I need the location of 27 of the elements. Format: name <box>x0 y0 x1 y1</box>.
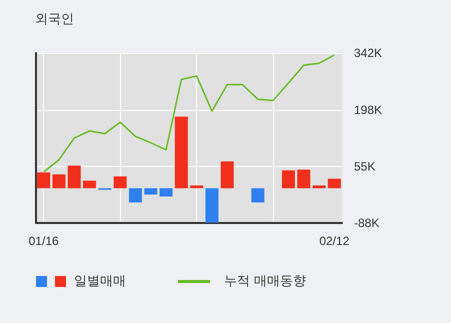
y-tick-label: 198K <box>354 102 382 117</box>
legend-label: 누적 매매동향 <box>224 273 306 290</box>
chart-title: 외국인 <box>35 12 74 27</box>
y-tick-label: 342K <box>354 46 382 60</box>
line-series <box>42 54 336 173</box>
bar <box>251 188 264 202</box>
bar <box>297 170 310 188</box>
bar <box>312 185 326 188</box>
bar <box>128 188 142 202</box>
bar <box>205 188 218 223</box>
bar <box>83 180 96 188</box>
y-tick-label: -88K <box>354 216 380 230</box>
x-tick-label: 02/12 <box>319 234 350 248</box>
bar <box>328 178 341 188</box>
bar <box>68 166 81 188</box>
bar <box>190 185 204 188</box>
bar <box>174 116 188 188</box>
x-tick-label: 01/16 <box>28 234 59 248</box>
bar <box>37 172 50 188</box>
bar <box>220 161 234 188</box>
bar <box>282 170 295 188</box>
bar <box>144 188 158 195</box>
bar <box>52 174 66 188</box>
bar <box>114 176 127 188</box>
legend-label: 일별매매 <box>74 273 126 290</box>
y-tick-label: 55K <box>354 159 376 174</box>
bar <box>160 188 173 197</box>
